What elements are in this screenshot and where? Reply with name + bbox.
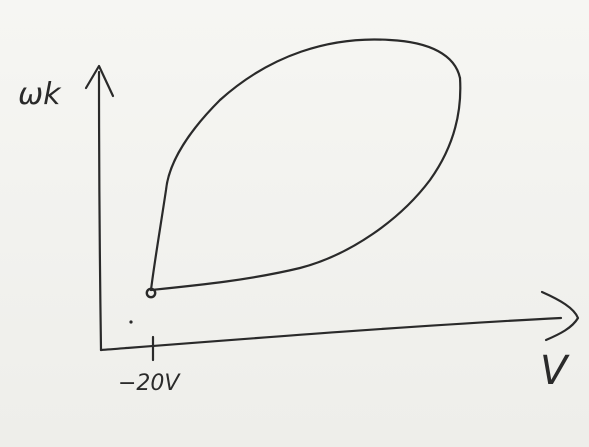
start-point-marker: [145, 287, 157, 299]
y-axis: [97, 70, 103, 352]
y-axis-label: ωk: [18, 77, 62, 112]
loop-lower-branch: [149, 76, 462, 292]
x-axis-arrowhead: [540, 290, 580, 342]
x-tick-label: −20V: [118, 371, 181, 396]
loop-upper-branch: [149, 38, 462, 292]
x-axis: [99, 316, 563, 352]
y-axis-arrowhead: [84, 64, 115, 98]
stray-dot: [129, 320, 133, 324]
x-axis-label: V: [540, 348, 570, 394]
